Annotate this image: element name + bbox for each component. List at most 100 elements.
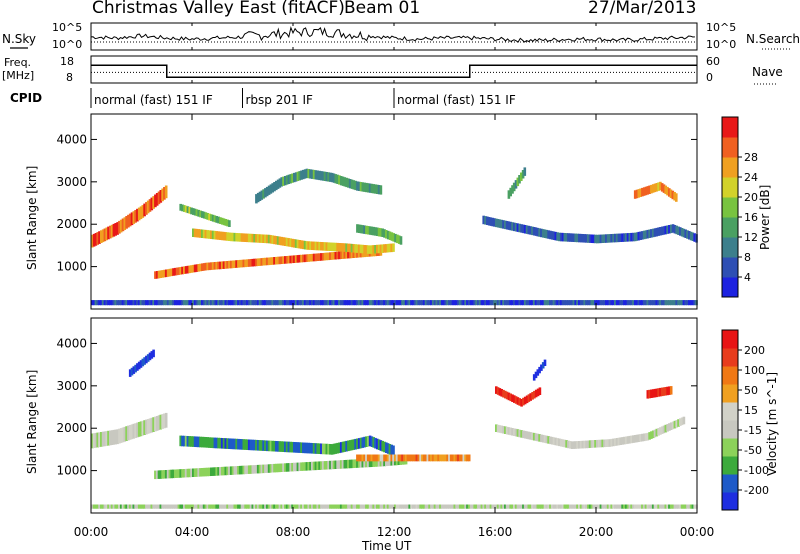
velocity-cell [300,504,303,509]
velocity-cell [520,399,523,407]
power-cell [500,300,503,306]
power-cell [632,300,635,306]
power-cell [166,300,170,306]
power-cell [352,300,356,306]
velocity-cell [321,443,325,455]
velocity-cell [615,438,619,446]
velocity-cell [271,504,274,509]
power-cell [660,226,664,236]
power-cell [280,236,283,246]
velocity-cell [581,504,585,509]
power-cell [202,211,206,219]
velocity-cell [166,504,170,509]
power-cell [155,193,159,206]
velocity-cell [201,468,204,477]
power-cell [552,231,556,240]
velocity-cell [298,504,301,509]
power-cell [174,267,177,276]
velocity-cell [395,504,399,509]
velocity-cell [615,504,619,509]
velocity-cell [653,429,657,438]
velocity-cell [318,461,321,470]
power-cell [354,300,357,306]
power-cell [357,224,361,233]
velocity-cell [287,441,291,453]
power-cell [186,265,190,274]
power-cell [339,300,343,306]
power-cell [669,189,673,198]
power-cell [435,300,439,306]
velocity-cell [558,438,561,447]
velocity-cell [233,504,237,509]
velocity-cell [592,440,595,448]
power-cell [316,241,319,251]
power-cell [247,233,251,243]
velocity-cell [587,504,590,509]
power-cell [399,300,402,306]
power-cell [199,229,202,238]
velocity-cell [210,467,213,476]
velocity-cell [419,454,422,462]
power-cell [325,300,329,306]
power-cell [345,177,348,188]
power-cell [471,300,475,306]
power-cell [359,182,363,192]
velocity-cell [222,504,226,509]
power-cell [495,300,498,306]
velocity-cell [356,459,359,468]
colorbar-swatch [722,420,738,439]
power-cell [496,300,500,306]
velocity-cell [107,430,110,446]
power-cell [220,261,224,269]
power-cell [642,187,646,196]
power-cell [379,185,383,195]
power-cell [154,194,157,208]
velocity-cell [262,504,265,509]
power-cell [329,172,332,182]
power-cell [350,250,354,259]
velocity-cell [255,439,258,451]
power-cell [348,179,352,189]
power-cell [269,235,273,244]
velocity-cell [325,461,329,470]
velocity-cell [302,504,305,509]
velocity-cell [684,504,687,509]
colorbar-swatch [722,474,738,493]
power-cell [275,236,278,245]
velocity-cell [570,504,574,509]
velocity-cell [275,504,278,509]
velocity-cell [94,504,98,509]
power-cell [336,242,339,252]
velocity-cell [599,504,603,509]
power-cell [228,232,231,241]
velocity-cell [327,504,330,509]
velocity-cell [516,429,520,437]
power-cell [666,300,669,306]
power-cell [314,300,318,306]
power-cell [256,300,260,306]
velocity-cell [334,460,338,469]
velocity-cell [554,437,558,446]
velocity-cell [536,388,540,397]
power-cell [262,234,265,243]
velocity-cell [269,504,273,509]
power-cell [579,300,583,306]
power-cell [195,264,199,272]
power-cell [511,300,514,306]
power-cell [316,253,319,261]
power-cell [522,224,525,234]
velocity-cell [392,504,395,509]
velocity-cell [206,504,209,509]
power-cell [284,176,287,186]
power-cell [265,300,269,306]
velocity-cell [186,468,190,478]
freq-panel-frame [90,55,698,84]
velocity-cell [659,504,662,509]
power-cell [518,300,521,306]
velocity-cell [504,426,507,434]
power-cell [348,243,352,253]
velocity-cell [538,504,541,509]
velocity-cell [621,504,624,509]
velocity-cell [220,466,224,476]
velocity-cell [513,395,516,403]
